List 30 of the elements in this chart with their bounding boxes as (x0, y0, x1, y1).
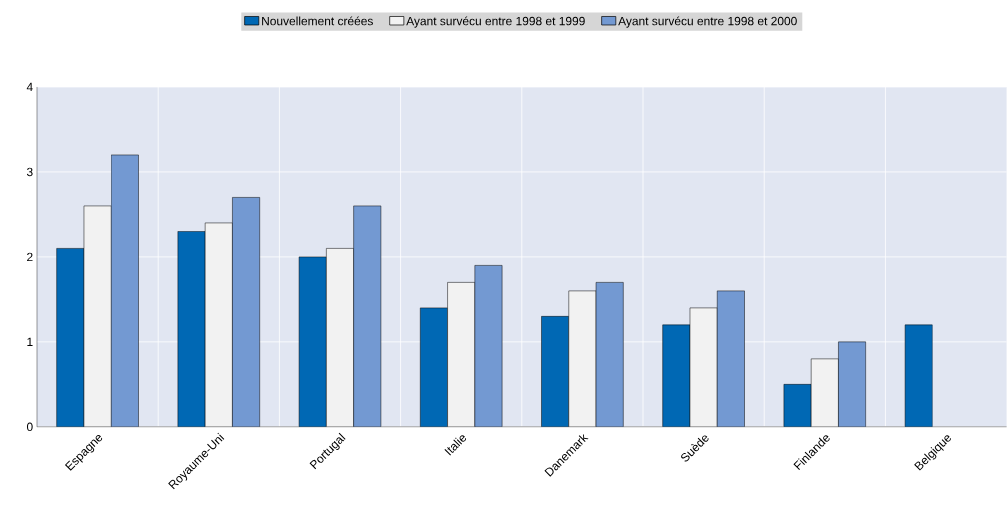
bar (810, 358, 839, 427)
bar (689, 307, 718, 427)
bar (568, 290, 597, 427)
y-tick-label: 1 (27, 337, 33, 347)
y-tick-label: 2 (27, 252, 33, 262)
bar (783, 384, 812, 427)
bar (541, 316, 569, 427)
bar (56, 248, 84, 427)
bar (838, 341, 866, 427)
bar (299, 256, 327, 427)
bar (596, 282, 624, 427)
legend-label: Ayant survécu entre 1998 et 1999 (406, 16, 585, 28)
bar (474, 265, 503, 427)
bar (83, 206, 112, 427)
bar (326, 248, 354, 427)
bar (111, 155, 139, 427)
bar (904, 324, 933, 427)
y-tick-label: 3 (26, 167, 33, 177)
bar (420, 307, 448, 427)
legend-label: Ayant survécu entre 1998 et 2000 (618, 16, 797, 28)
bar (717, 290, 745, 427)
bar (232, 197, 260, 427)
y-tick-label: 0 (26, 422, 33, 432)
bar (353, 206, 381, 427)
bar (662, 324, 690, 427)
bar (447, 282, 475, 427)
y-tick-label: 4 (26, 82, 33, 92)
legend-label: Nouvellement créées (262, 16, 373, 26)
bar (205, 223, 233, 427)
bar (177, 231, 206, 427)
